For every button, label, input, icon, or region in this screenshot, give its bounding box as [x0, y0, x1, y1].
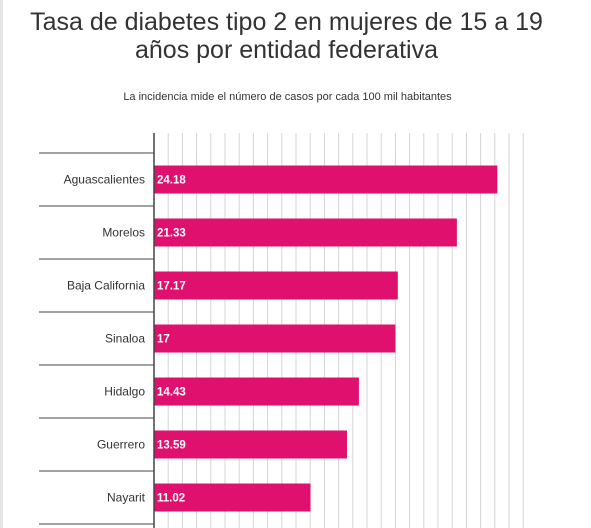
value-label: 17 [157, 334, 170, 346]
category-label: Morelos [102, 226, 145, 240]
bars: 24.18 21.33 17.17 17 14.43 13.59 11.02 [154, 165, 498, 512]
bar [154, 271, 398, 300]
category-label: Hidalgo [104, 385, 145, 399]
bar [154, 165, 498, 194]
category-label: Baja California [67, 279, 145, 293]
bar [154, 324, 396, 353]
bar [154, 483, 311, 512]
category-label: Guerrero [97, 438, 145, 452]
value-label: 24.18 [157, 175, 186, 187]
bar [154, 377, 359, 406]
category-rows: Aguascalientes Morelos Baja California Sina… [39, 152, 154, 525]
chart-title: Tasa de diabetes tipo 2 en mujeres de 15… [30, 8, 543, 64]
value-label: 17.17 [157, 281, 186, 293]
chart-subtitle: La incidencia mide el número de casos po… [123, 91, 452, 103]
value-label: 13.59 [157, 440, 186, 452]
value-label: 14.43 [157, 387, 186, 399]
category-label: Nayarit [107, 491, 146, 505]
category-label: Aguascalientes [64, 173, 145, 187]
page-left-border [0, 0, 3, 528]
value-label: 21.33 [157, 228, 186, 240]
bar [154, 218, 457, 247]
bar [154, 430, 347, 459]
category-label: Sinaloa [105, 332, 145, 346]
value-label: 11.02 [157, 493, 185, 505]
